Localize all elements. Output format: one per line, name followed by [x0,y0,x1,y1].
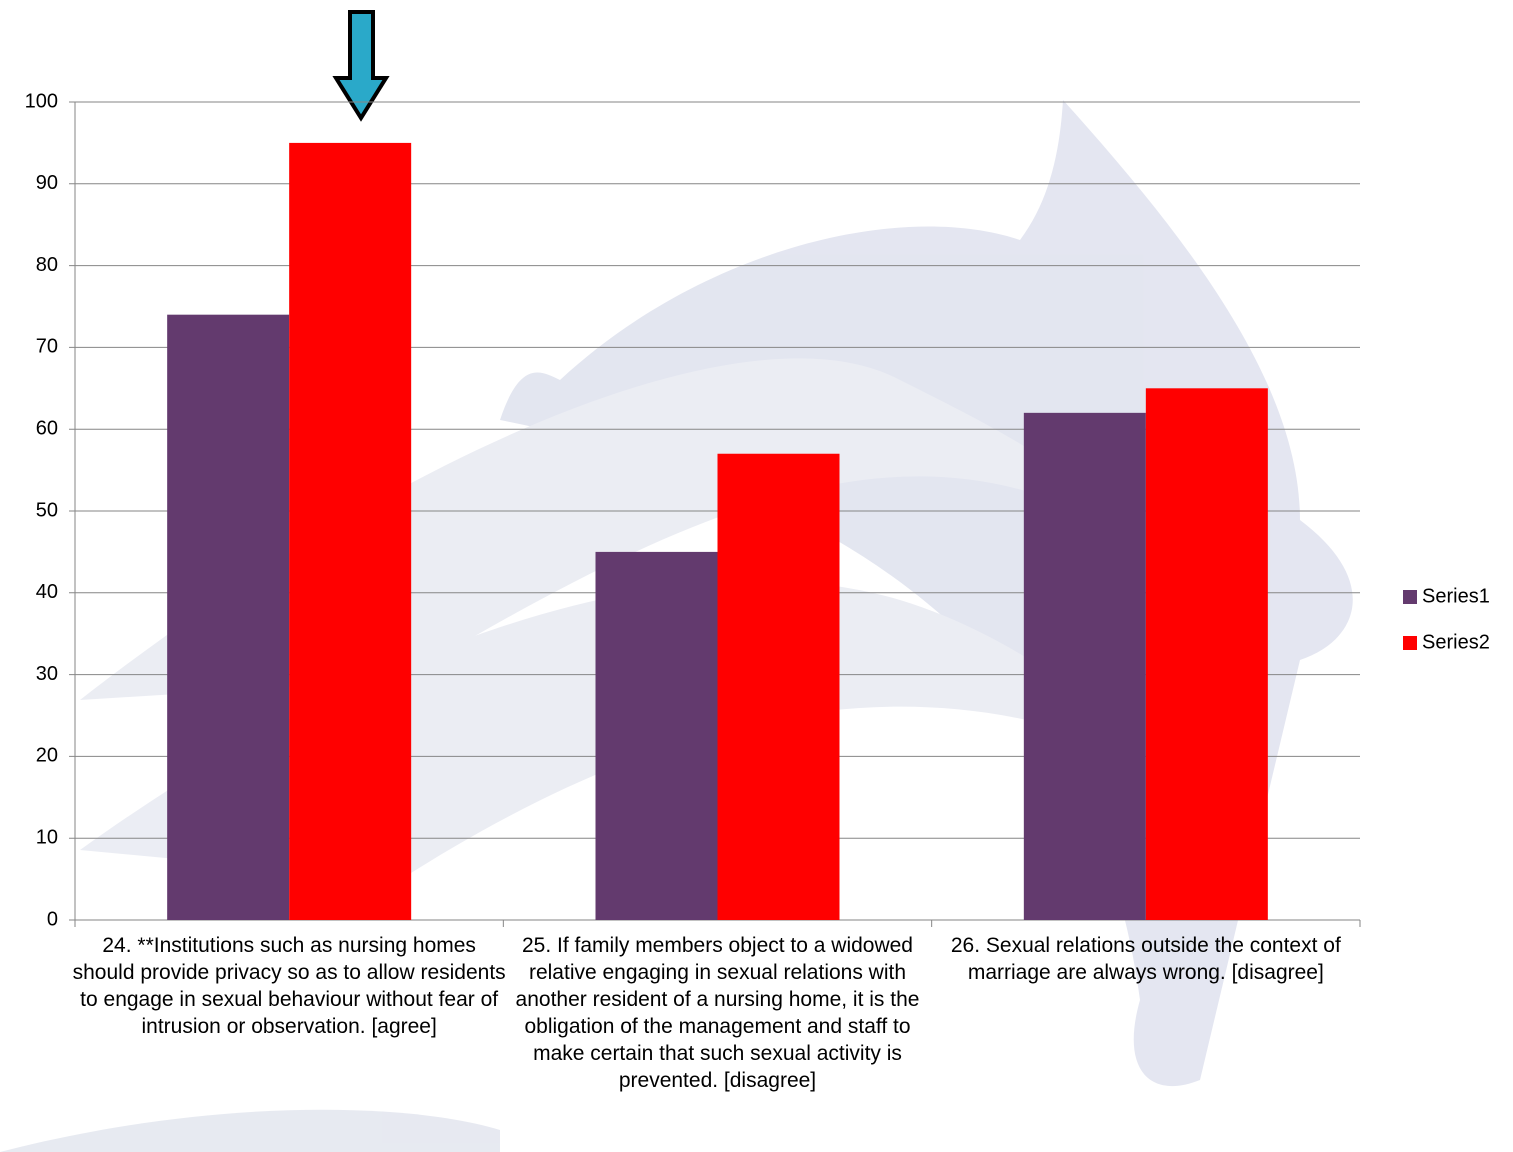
x-tick-label: 25. If family members object to a widowe… [515,934,920,1092]
bar [717,453,840,920]
x-tick-label: 24. **Institutions such as nursing homes… [72,934,506,1038]
x-tick-label: 26. Sexual relations outside the context… [950,934,1341,984]
y-tick-label: 50 [36,499,58,521]
bar [1023,412,1146,920]
bar [289,142,412,920]
y-tick-label: 90 [36,172,58,194]
arrow [332,10,390,122]
y-tick-label: 80 [36,254,58,276]
y-tick-label: 60 [36,417,58,439]
y-tick-label: 100 [25,90,58,112]
bar [1145,388,1268,920]
bar [595,551,718,920]
legend-swatch [1403,636,1417,650]
y-tick-label: 70 [36,336,58,358]
y-tick-label: 10 [36,826,58,848]
bar [167,314,290,920]
y-tick-label: 30 [36,663,58,685]
y-tick-label: 40 [36,581,58,603]
legend-label: Series1 [1422,585,1490,607]
legend-label: Series2 [1422,631,1490,653]
y-tick-label: 0 [47,908,58,930]
y-tick-label: 20 [36,745,58,767]
legend-swatch [1403,590,1417,604]
